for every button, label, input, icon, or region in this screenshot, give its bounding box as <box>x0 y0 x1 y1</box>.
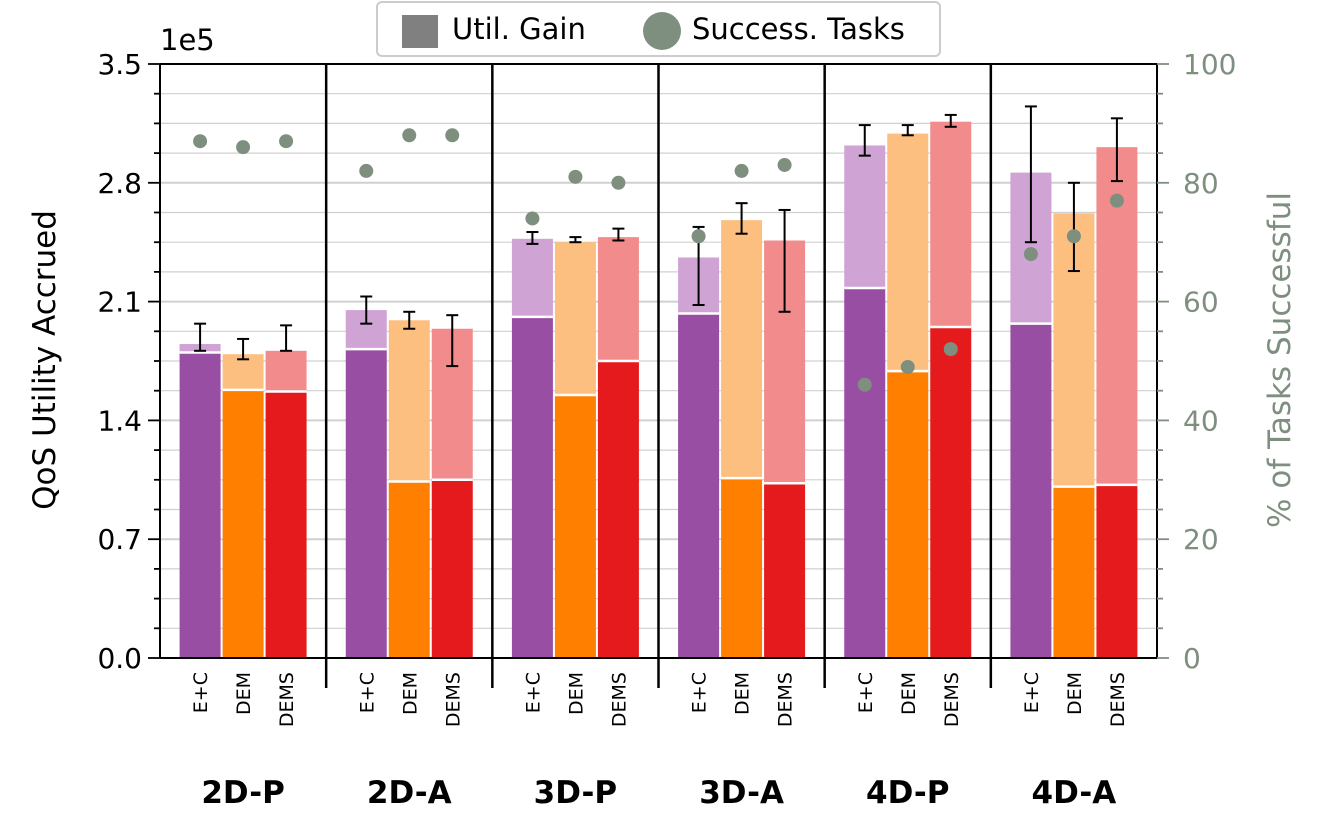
bar-base-3D-A-E+C <box>678 313 720 658</box>
success-dot-3D-P-DEMS <box>611 175 626 190</box>
right-tick-label: 60 <box>1183 286 1219 319</box>
success-dot-4D-P-E+C <box>857 377 872 392</box>
group-label-4D-P: 4D-P <box>866 775 949 811</box>
method-label: E+C <box>1021 672 1043 713</box>
group-label-2D-P: 2D-P <box>201 775 284 811</box>
legend-success-tasks-label: Success. Tasks <box>692 12 905 46</box>
x-axis-labels: E+C DEM DEMS 2D-P E+C DEM DEMS 2D-A E+C DEM DEMS 3D… <box>190 672 1129 811</box>
bar-gain-2D-P-DEMS <box>265 350 307 392</box>
success-dot-2D-A-E+C <box>359 163 374 178</box>
method-label: DEMS <box>608 672 630 727</box>
method-label: E+C <box>689 672 711 713</box>
group-label-4D-A: 4D-A <box>1032 775 1117 811</box>
method-label: DEM <box>898 672 920 715</box>
bar-base-3D-P-E+C <box>511 316 553 658</box>
legend-success-tasks-marker <box>643 12 681 50</box>
group-label-3D-P: 3D-P <box>534 775 617 811</box>
method-label: DEMS <box>442 672 464 727</box>
left-tick-label: 0.0 <box>97 642 142 675</box>
bar-base-3D-A-DEMS <box>764 483 806 658</box>
method-label: DEM <box>732 672 754 715</box>
legend-util-gain-label: Util. Gain <box>452 12 586 46</box>
success-dot-4D-P-DEM <box>900 359 915 374</box>
success-dot-3D-P-DEM <box>568 169 583 184</box>
bar-gain-4D-P-DEMS <box>930 121 972 328</box>
left-tick-label: 2.1 <box>97 286 142 319</box>
legend: Util. Gain Success. Tasks <box>376 1 941 57</box>
success-dot-4D-A-DEM <box>1066 229 1081 244</box>
left-tick-label: 2.8 <box>97 167 142 200</box>
y-axis-left-label: QoS Utility Accrued <box>27 210 63 510</box>
right-axis-ticks: 0 20 40 60 80 100 <box>1157 48 1236 675</box>
bar-gain-2D-A-DEM <box>388 320 430 482</box>
group-label-3D-A: 3D-A <box>699 775 784 811</box>
bar-base-4D-P-DEM <box>887 371 929 658</box>
right-tick-label: 100 <box>1183 48 1236 81</box>
right-tick-label: 20 <box>1183 523 1219 556</box>
bar-gain-4D-P-E+C <box>844 145 886 289</box>
method-label: DEMS <box>1107 672 1129 727</box>
success-dot-4D-A-E+C <box>1023 247 1038 262</box>
bar-gain-3D-A-DEM <box>721 220 763 479</box>
success-dot-2D-A-DEMS <box>445 128 460 143</box>
method-label: DEM <box>399 672 421 715</box>
success-dot-4D-P-DEMS <box>943 342 958 357</box>
success-dot-3D-A-DEM <box>734 163 749 178</box>
left-axis-ticks: 0.0 0.7 1.4 2.1 2.8 3.5 <box>97 48 160 675</box>
legend-util-gain-swatch <box>402 15 438 48</box>
bar-base-3D-P-DEMS <box>597 361 639 658</box>
success-dot-3D-A-DEMS <box>777 157 792 172</box>
right-tick-label: 0 <box>1183 642 1201 675</box>
method-label: E+C <box>855 672 877 713</box>
success-dot-4D-A-DEMS <box>1109 193 1124 208</box>
error-bars <box>194 105 1123 368</box>
bars <box>179 121 1138 658</box>
left-tick-label: 3.5 <box>97 48 142 81</box>
left-tick-label: 1.4 <box>97 404 142 437</box>
right-tick-label: 80 <box>1183 167 1219 200</box>
bar-base-2D-P-DEM <box>222 389 264 658</box>
bar-base-3D-A-DEM <box>721 478 763 658</box>
success-dot-3D-A-E+C <box>691 229 706 244</box>
method-label: DEMS <box>941 672 963 727</box>
method-label: E+C <box>356 672 378 713</box>
bar-gain-4D-P-DEM <box>887 133 929 372</box>
method-label: DEM <box>233 672 255 715</box>
bar-base-2D-A-DEM <box>388 481 430 658</box>
bar-base-2D-A-E+C <box>345 349 387 658</box>
y-axis-multiplier: 1e5 <box>160 23 215 57</box>
method-label: E+C <box>190 672 212 713</box>
right-tick-label: 40 <box>1183 404 1219 437</box>
success-dots <box>193 128 1124 392</box>
y-axis-right-label: % of Tasks Successful <box>1262 192 1298 528</box>
method-label: DEMS <box>276 672 298 727</box>
bar-base-4D-P-E+C <box>844 288 886 658</box>
group-label-2D-A: 2D-A <box>367 775 452 811</box>
bar-base-4D-A-DEMS <box>1096 484 1138 658</box>
left-tick-label: 0.7 <box>97 523 142 556</box>
bar-base-4D-A-E+C <box>1010 323 1052 658</box>
success-dot-3D-P-E+C <box>525 211 540 226</box>
group-separators <box>324 64 993 688</box>
method-label: DEM <box>1064 672 1086 715</box>
success-dot-2D-P-E+C <box>193 134 208 149</box>
bar-base-2D-A-DEMS <box>431 479 473 658</box>
success-dot-2D-P-DEMS <box>279 134 294 149</box>
bar-base-3D-P-DEM <box>554 394 596 658</box>
method-label: DEM <box>565 672 587 715</box>
success-dot-2D-P-DEM <box>236 140 251 155</box>
bar-base-2D-P-DEMS <box>265 391 307 658</box>
bar-gain-3D-P-DEM <box>554 242 596 395</box>
success-dot-2D-A-DEM <box>402 128 417 143</box>
bar-base-4D-A-DEM <box>1053 486 1095 658</box>
method-label: DEMS <box>775 672 797 727</box>
bar-gain-3D-P-DEMS <box>597 237 639 361</box>
method-label: E+C <box>522 672 544 713</box>
bar-base-2D-P-E+C <box>179 352 221 658</box>
bar-gain-3D-P-E+C <box>511 238 553 317</box>
bar-base-4D-P-DEMS <box>930 327 972 658</box>
